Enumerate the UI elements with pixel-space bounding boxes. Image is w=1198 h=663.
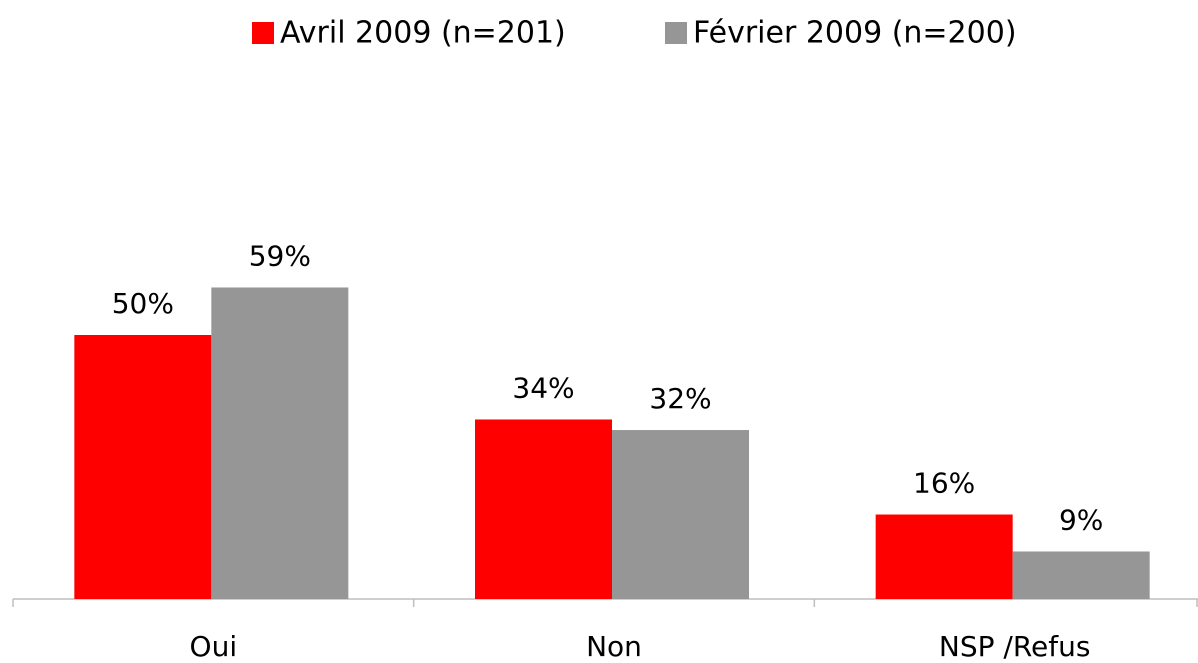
value-label: 59% [249, 239, 311, 272]
value-label: 50% [112, 287, 174, 320]
legend-swatch [252, 22, 274, 44]
legend-label: Février 2009 (n=200) [693, 16, 1017, 51]
value-label: 32% [649, 382, 711, 415]
x-tick-label: NSP /Refus [939, 630, 1091, 663]
value-label: 34% [512, 371, 574, 404]
bar [74, 335, 212, 599]
bar [875, 514, 1013, 599]
x-tick-label: Oui [190, 630, 238, 663]
legend-swatch [665, 22, 687, 44]
bar [211, 287, 349, 599]
x-tick-label: Non [586, 630, 642, 663]
bar [1012, 551, 1150, 599]
bar [475, 419, 612, 599]
bar [612, 430, 749, 599]
value-label: 16% [913, 467, 975, 500]
value-label: 9% [1059, 503, 1103, 536]
legend-label: Avril 2009 (n=201) [280, 16, 566, 51]
